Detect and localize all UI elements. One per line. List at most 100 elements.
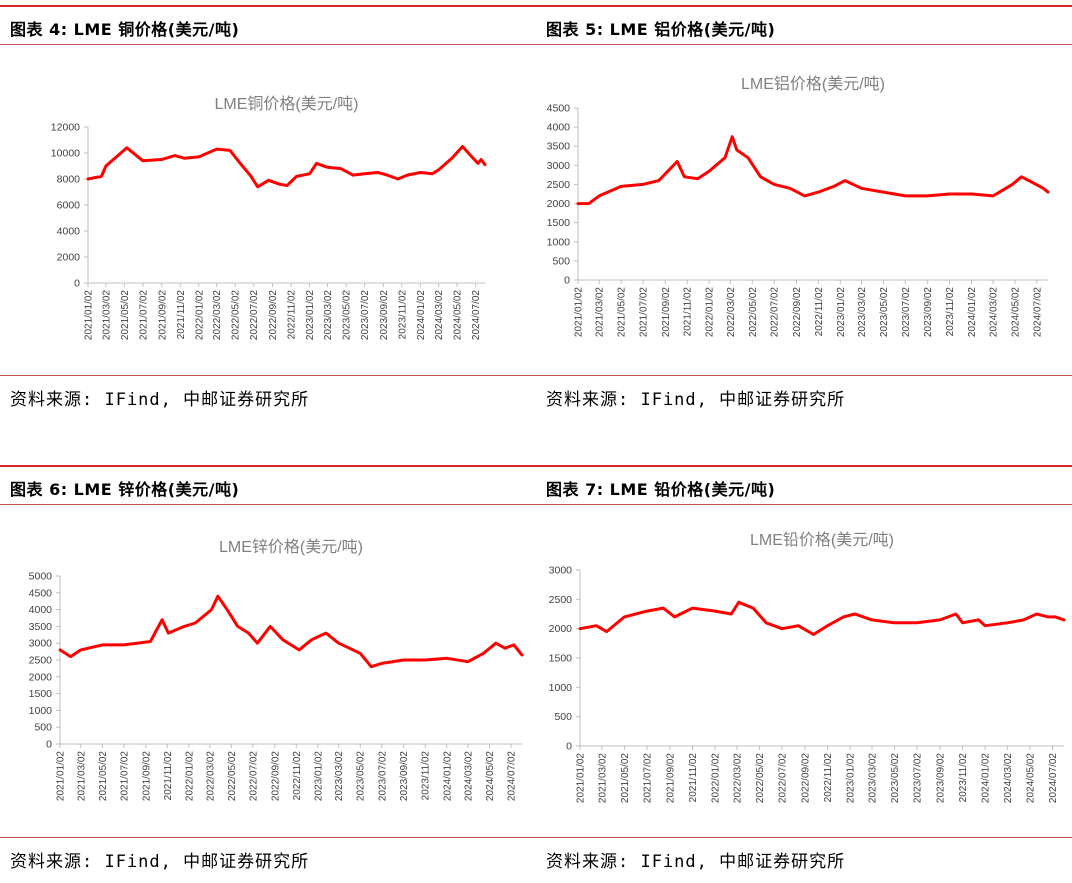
y-tick-label: 0 bbox=[566, 741, 572, 753]
x-tick-label: 2021/03/02 bbox=[101, 290, 112, 340]
source-text: 资料来源: IFind, 中邮证券研究所 bbox=[546, 852, 846, 872]
y-tick-label: 4500 bbox=[547, 103, 571, 115]
x-tick-label: 2024/03/02 bbox=[434, 290, 445, 340]
x-tick-label: 2022/07/02 bbox=[778, 753, 789, 803]
x-tick-label: 2022/09/02 bbox=[268, 290, 279, 340]
y-tick-label: 1500 bbox=[547, 217, 571, 229]
x-tick-label: 2024/05/02 bbox=[1010, 287, 1021, 337]
y-tick-label: 500 bbox=[554, 711, 572, 723]
x-tick-label: 2021/11/02 bbox=[163, 751, 174, 801]
x-tick-label: 2023/09/02 bbox=[379, 290, 390, 340]
figure-title-bar: 图表 5: LME 铝价格(美元/吨) bbox=[536, 5, 1072, 45]
x-tick-label: 2023/05/02 bbox=[341, 290, 352, 340]
y-tick-label: 1000 bbox=[547, 236, 571, 248]
y-tick-label: 2000 bbox=[549, 623, 573, 635]
x-tick-label: 2021/03/02 bbox=[595, 287, 606, 337]
y-tick-label: 2500 bbox=[29, 655, 53, 667]
figure-title-bar: 图表 7: LME 铅价格(美元/吨) bbox=[536, 465, 1072, 505]
x-tick-label: 2022/09/02 bbox=[800, 753, 811, 803]
x-tick-label: 2021/05/02 bbox=[620, 753, 631, 803]
figure-title: 图表 5: LME 铝价格(美元/吨) bbox=[546, 20, 776, 39]
x-tick-label: 2023/01/02 bbox=[836, 287, 847, 337]
source-bar: 资料来源: IFind, 中邮证券研究所 bbox=[0, 837, 536, 875]
y-tick-label: 4000 bbox=[29, 604, 53, 616]
x-tick-label: 2022/11/02 bbox=[814, 287, 825, 337]
y-tick-label: 3000 bbox=[547, 160, 571, 172]
x-tick-label: 2021/09/02 bbox=[141, 751, 152, 801]
x-tick-label: 2023/11/02 bbox=[397, 290, 408, 340]
y-tick-label: 12000 bbox=[51, 122, 80, 134]
x-tick-label: 2021/11/02 bbox=[688, 753, 699, 803]
y-tick-label: 1500 bbox=[549, 653, 573, 665]
y-tick-label: 3000 bbox=[549, 565, 573, 577]
chart-title: LME锌价格(美元/吨) bbox=[219, 538, 363, 556]
x-tick-label: 2024/05/02 bbox=[485, 751, 496, 801]
y-tick-label: 3500 bbox=[29, 621, 53, 633]
x-tick-label: 2022/07/02 bbox=[249, 290, 260, 340]
price-series-line bbox=[578, 600, 1066, 636]
x-tick-label: 2023/03/02 bbox=[323, 290, 334, 340]
x-tick-label: 2021/01/02 bbox=[574, 287, 585, 337]
y-tick-label: 10000 bbox=[51, 148, 80, 160]
y-tick-label: 500 bbox=[552, 255, 570, 267]
x-tick-label: 2022/11/02 bbox=[287, 290, 298, 340]
x-tick-label: 2023/01/02 bbox=[313, 751, 324, 801]
x-tick-label: 2022/01/02 bbox=[705, 287, 716, 337]
figure-title: 图表 6: LME 锌价格(美元/吨) bbox=[10, 480, 240, 499]
y-tick-label: 4500 bbox=[29, 587, 53, 599]
x-tick-label: 2022/05/02 bbox=[231, 290, 242, 340]
x-tick-label: 2024/01/02 bbox=[967, 287, 978, 337]
x-tick-label: 2021/07/02 bbox=[639, 287, 650, 337]
x-tick-label: 2021/09/02 bbox=[157, 290, 168, 340]
y-tick-label: 2000 bbox=[57, 252, 81, 264]
source-text: 资料来源: IFind, 中邮证券研究所 bbox=[10, 390, 310, 410]
x-tick-label: 2024/03/02 bbox=[989, 287, 1000, 337]
x-tick-label: 2021/09/02 bbox=[665, 753, 676, 803]
copper-price-chart: LME铜价格(美元/吨) 0 2000 4000 6000 8000 10000 12000 2… bbox=[51, 95, 487, 340]
price-series-line bbox=[86, 145, 487, 189]
zinc-price-chart: LME锌价格(美元/吨) 0 500 1000 1500 2000 2500 3000 3500… bbox=[29, 538, 524, 801]
x-tick-label: 2021/05/02 bbox=[98, 751, 109, 801]
x-tick-label: 2023/01/02 bbox=[305, 290, 316, 340]
x-tick-label: 2023/01/02 bbox=[846, 753, 857, 803]
x-tick-label: 2023/09/02 bbox=[923, 287, 934, 337]
x-tick-label: 2022/01/02 bbox=[194, 290, 205, 340]
x-tick-label: 2022/03/02 bbox=[212, 290, 223, 340]
x-tick-label: 2023/05/02 bbox=[890, 753, 901, 803]
x-tick-label: 2024/01/02 bbox=[416, 290, 427, 340]
y-tick-label: 2000 bbox=[547, 198, 571, 210]
chart-title: LME铝价格(美元/吨) bbox=[741, 75, 885, 93]
price-series-line bbox=[576, 135, 1050, 206]
figure-panel-copper: 图表 4: LME 铜价格(美元/吨) LME铜价格(美元/吨) 0 2000 400… bbox=[0, 5, 536, 410]
x-tick-label: 2024/01/02 bbox=[981, 753, 992, 803]
x-tick-label: 2021/03/02 bbox=[597, 753, 608, 803]
y-tick-label: 0 bbox=[74, 278, 80, 290]
figure-title-bar: 图表 4: LME 铜价格(美元/吨) bbox=[0, 5, 536, 45]
x-tick-label: 2022/05/02 bbox=[748, 287, 759, 337]
source-bar: 资料来源: IFind, 中邮证券研究所 bbox=[0, 375, 536, 413]
x-tick-label: 2021/01/02 bbox=[84, 290, 95, 340]
x-tick-label: 2022/09/02 bbox=[792, 287, 803, 337]
x-tick-label: 2021/05/02 bbox=[120, 290, 131, 340]
x-tick-label: 2022/01/02 bbox=[711, 753, 722, 803]
y-tick-label: 3000 bbox=[29, 638, 53, 650]
x-tick-label: 2021/07/02 bbox=[119, 751, 130, 801]
x-tick-label: 2024/03/02 bbox=[1003, 753, 1014, 803]
x-tick-label: 2023/05/02 bbox=[356, 751, 367, 801]
y-tick-label: 1500 bbox=[29, 688, 53, 700]
y-tick-label: 6000 bbox=[57, 200, 81, 212]
x-tick-label: 2021/11/02 bbox=[176, 290, 187, 340]
x-tick-label: 2023/03/02 bbox=[867, 753, 878, 803]
y-tick-label: 3500 bbox=[547, 141, 571, 153]
x-tick-label: 2023/09/02 bbox=[936, 753, 947, 803]
x-tick-label: 2022/11/02 bbox=[292, 751, 303, 801]
figure-panel-lead: 图表 7: LME 铅价格(美元/吨) LME铅价格(美元/吨) 0 500 1000… bbox=[536, 465, 1072, 883]
x-tick-label: 2022/07/02 bbox=[770, 287, 781, 337]
x-tick-label: 2022/05/02 bbox=[755, 753, 766, 803]
x-tick-label: 2023/07/02 bbox=[913, 753, 924, 803]
y-tick-label: 2500 bbox=[549, 594, 573, 606]
x-tick-label: 2024/01/02 bbox=[442, 751, 453, 801]
x-tick-label: 2024/07/02 bbox=[1048, 753, 1059, 803]
x-tick-label: 2022/07/02 bbox=[248, 751, 259, 801]
x-tick-label: 2022/01/02 bbox=[184, 751, 195, 801]
